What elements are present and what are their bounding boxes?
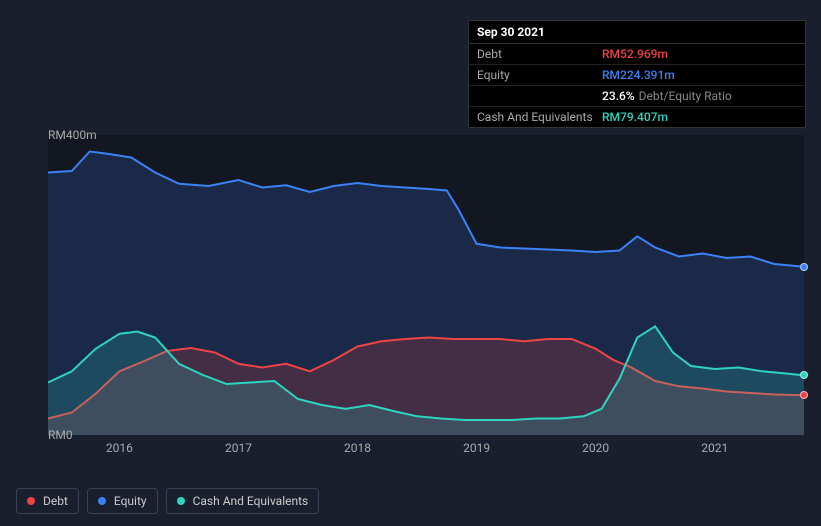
- x-axis-tick: 2016: [106, 441, 133, 455]
- legend-dot-icon: [27, 497, 35, 505]
- chart-area: RM400m RM0 201620172018201920202021: [48, 135, 804, 435]
- tooltip-date: Sep 30 2021: [469, 21, 805, 44]
- tooltip-row: DebtRM52.969m: [469, 44, 805, 65]
- chart-tooltip: Sep 30 2021DebtRM52.969mEquityRM224.391m…: [468, 20, 806, 128]
- series-end-marker: [800, 371, 808, 379]
- tooltip-row: 23.6%Debt/Equity Ratio: [469, 86, 805, 107]
- chart-legend: Debt Equity Cash And Equivalents: [16, 488, 319, 514]
- legend-item-cash-and-equivalents[interactable]: Cash And Equivalents: [166, 488, 320, 514]
- x-axis-tick: 2018: [344, 441, 371, 455]
- legend-dot-icon: [98, 497, 106, 505]
- series-end-marker: [800, 263, 808, 271]
- tooltip-row: EquityRM224.391m: [469, 65, 805, 86]
- x-axis-tick: 2017: [225, 441, 252, 455]
- x-axis-tick: 2020: [582, 441, 609, 455]
- legend-item-equity[interactable]: Equity: [87, 488, 158, 514]
- legend-label: Cash And Equivalents: [193, 494, 309, 508]
- legend-dot-icon: [177, 497, 185, 505]
- legend-label: Debt: [43, 494, 68, 508]
- series-end-marker: [800, 391, 808, 399]
- y-axis-label-max: RM400m: [48, 128, 93, 142]
- x-axis-tick: 2019: [463, 441, 490, 455]
- legend-label: Equity: [114, 494, 147, 508]
- tooltip-row: Cash And EquivalentsRM79.407m: [469, 107, 805, 127]
- legend-item-debt[interactable]: Debt: [16, 488, 79, 514]
- x-axis: 2016 2017 2018 2019 2020 2021: [48, 435, 804, 455]
- x-axis-tick: 2021: [701, 441, 728, 455]
